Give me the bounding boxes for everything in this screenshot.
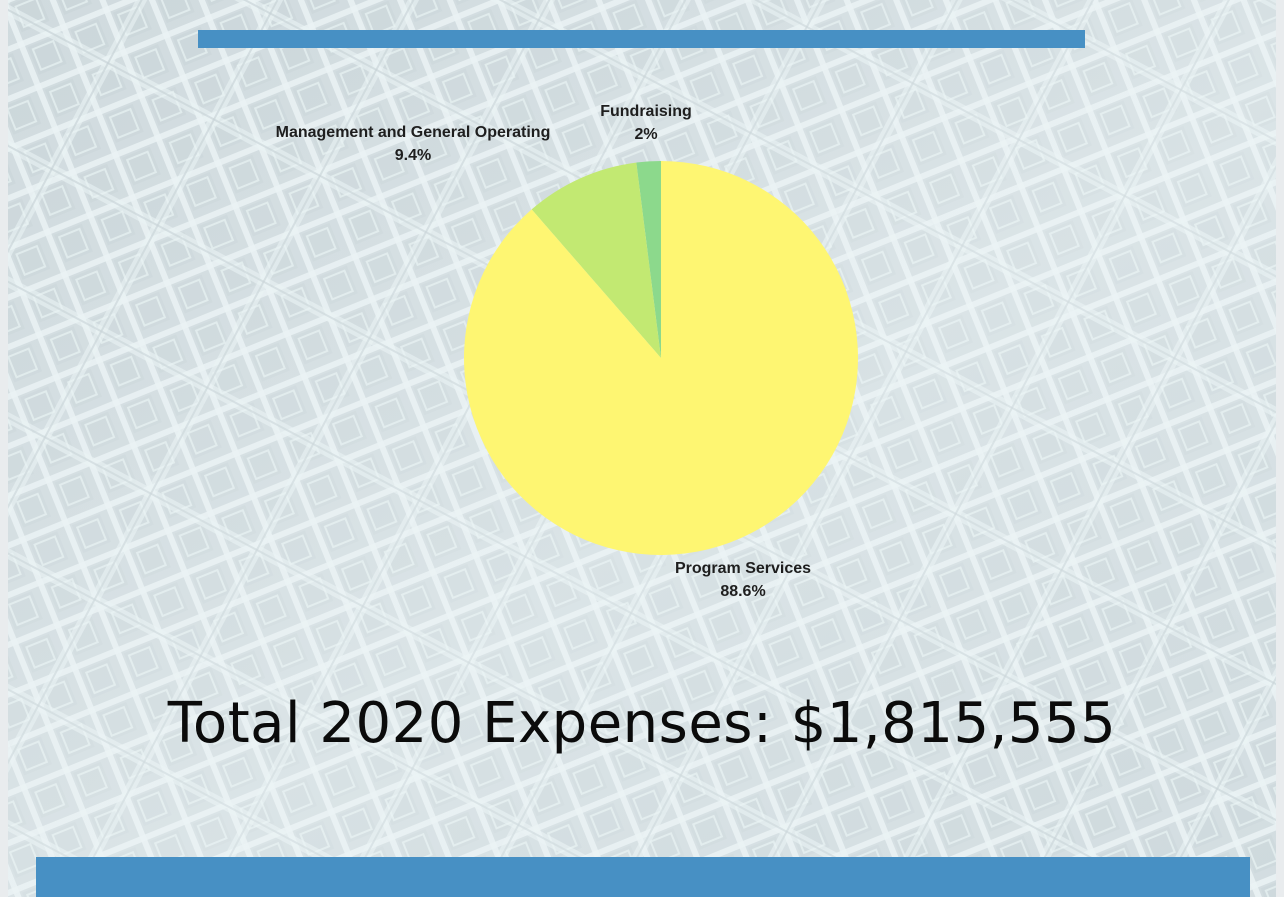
pie-slice-program-services [463, 161, 858, 555]
bottom-accent-bar [36, 857, 1250, 897]
right-edge [1276, 0, 1284, 897]
slice-label-management: Management and General Operating 9.4% [252, 121, 574, 167]
slice-name-management: Management and General Operating [275, 124, 551, 141]
left-edge [0, 0, 8, 897]
pie-slice-management-and-general-operating [531, 162, 661, 358]
slice-label-program-services: Program Services 88.6% [650, 557, 836, 603]
slice-value-fundraising: 2% [634, 126, 658, 143]
slice-value-management: 9.4% [394, 147, 432, 164]
pie-slice-fundraising [636, 161, 661, 358]
slice-name-program-services: Program Services [674, 560, 812, 577]
slice-value-program-services: 88.6% [720, 583, 766, 600]
slice-name-fundraising: Fundraising [600, 103, 692, 120]
expense-pie-chart [463, 161, 858, 555]
top-accent-bar [198, 30, 1085, 48]
total-expenses-text: Total 2020 Expenses: $1,815,555 [167, 691, 1117, 756]
slice-label-fundraising: Fundraising 2% [576, 100, 716, 146]
